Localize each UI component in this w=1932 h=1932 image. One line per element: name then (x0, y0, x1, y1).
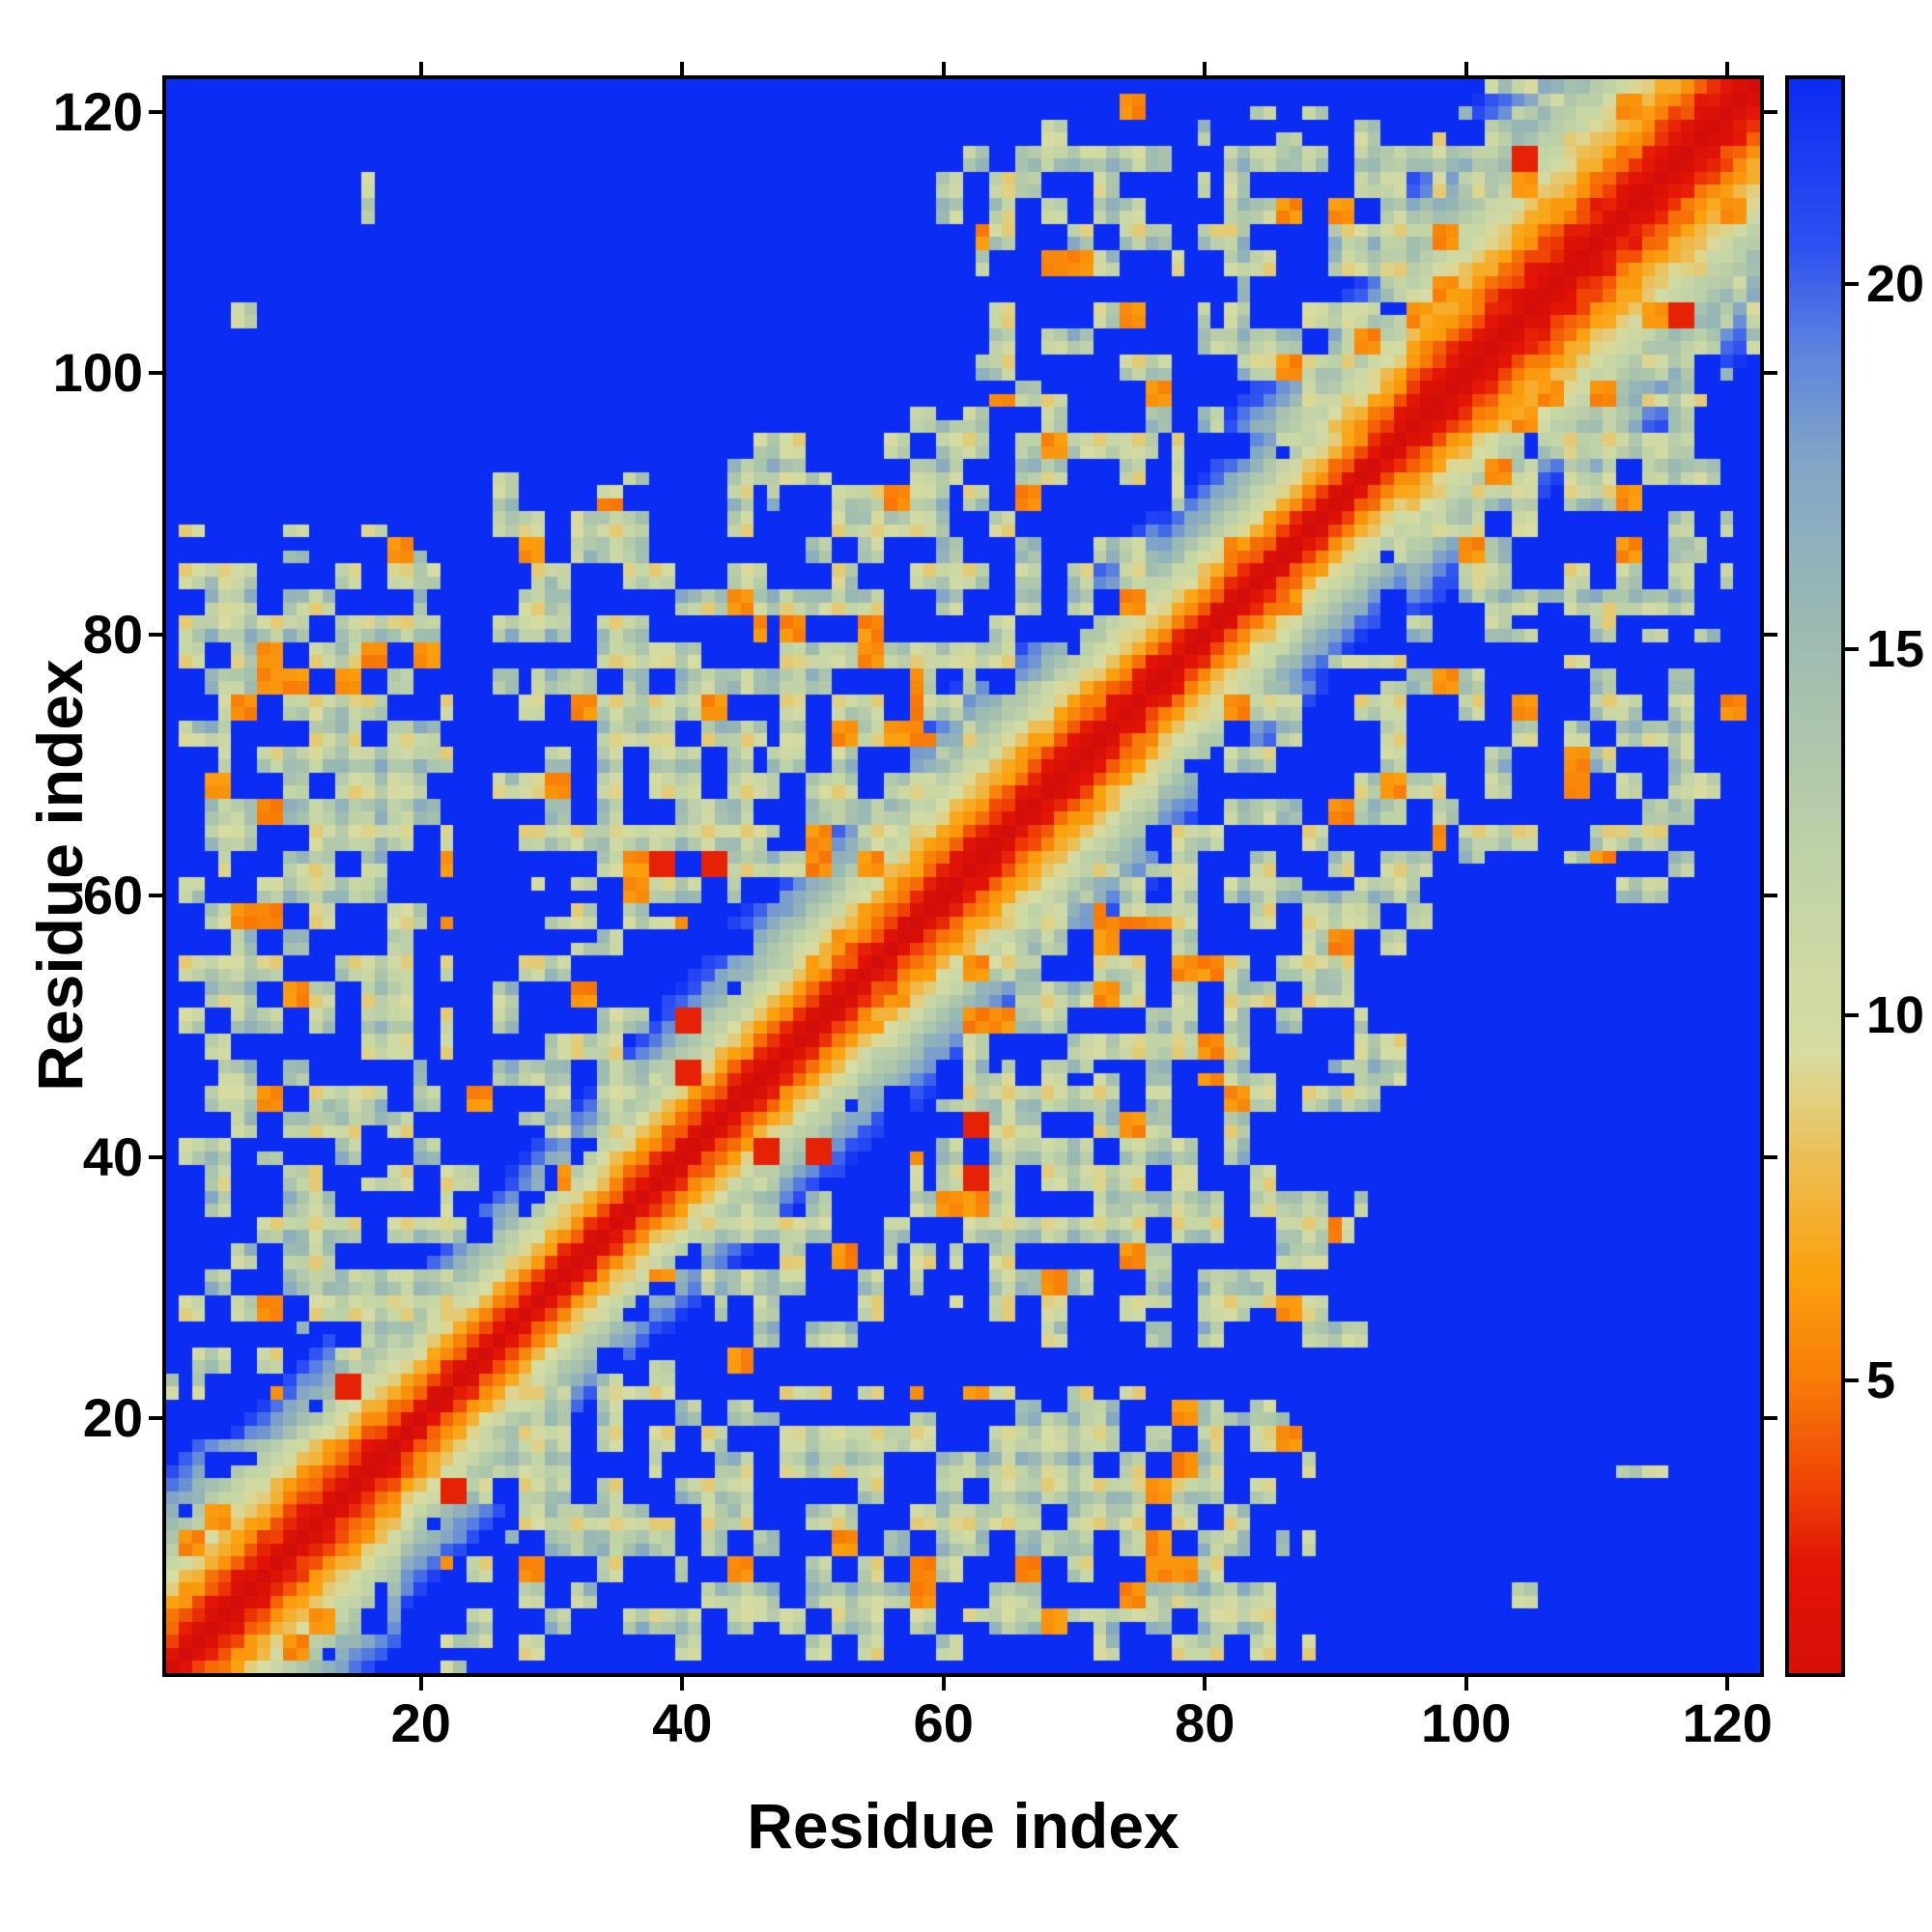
heatmap-canvas (166, 79, 1760, 1673)
colorbar-tick-mark (1845, 281, 1859, 286)
x-tick-mark (680, 1677, 685, 1690)
y-tick-mark (149, 632, 162, 637)
colorbar (1785, 75, 1845, 1677)
y-tick-mark-right (1764, 632, 1777, 637)
y-tick-mark (149, 1416, 162, 1421)
y-tick-label: 40 (82, 1125, 143, 1187)
colorbar-gradient-canvas (1789, 79, 1841, 1673)
colorbar-tick-mark (1845, 647, 1859, 652)
x-tick-mark-top (418, 62, 423, 75)
x-axis-title: Residue index (747, 1790, 1179, 1861)
x-tick-mark-top (941, 62, 946, 75)
x-tick-mark-top (1463, 62, 1468, 75)
x-tick-mark-top (1725, 62, 1730, 75)
colorbar-tick-mark (1845, 1378, 1859, 1383)
x-tick-mark (941, 1677, 946, 1690)
x-tick-label: 20 (390, 1692, 451, 1753)
y-tick-label: 120 (52, 80, 143, 142)
y-tick-label: 80 (82, 603, 143, 665)
y-tick-mark-right (1764, 894, 1777, 898)
y-tick-mark-right (1764, 1416, 1777, 1421)
x-tick-label: 100 (1420, 1692, 1512, 1753)
plot-area (162, 75, 1764, 1677)
x-tick-mark (1463, 1677, 1468, 1690)
x-tick-mark-top (680, 62, 685, 75)
x-tick-label: 120 (1682, 1692, 1773, 1753)
y-tick-mark-right (1764, 371, 1777, 376)
y-tick-mark (149, 371, 162, 376)
colorbar-tick-label: 15 (1866, 620, 1925, 679)
y-tick-mark-right (1764, 1154, 1777, 1159)
x-tick-mark (1203, 1677, 1208, 1690)
x-tick-mark (1725, 1677, 1730, 1690)
x-tick-mark (418, 1677, 423, 1690)
y-tick-label: 100 (52, 342, 143, 404)
y-tick-mark (149, 1154, 162, 1159)
colorbar-tick-mark (1845, 1012, 1859, 1017)
x-tick-label: 60 (913, 1692, 974, 1753)
y-tick-label: 60 (82, 865, 143, 926)
y-tick-mark (149, 894, 162, 898)
y-tick-label: 20 (82, 1387, 143, 1449)
colorbar-tick-label: 5 (1866, 1351, 1896, 1410)
x-tick-label: 80 (1175, 1692, 1236, 1753)
colorbar-tick-label: 10 (1866, 985, 1925, 1044)
y-tick-mark-right (1764, 109, 1777, 114)
y-tick-mark (149, 109, 162, 114)
colorbar-tick-label: 20 (1866, 254, 1925, 313)
x-tick-label: 40 (652, 1692, 713, 1753)
x-tick-mark-top (1203, 62, 1208, 75)
